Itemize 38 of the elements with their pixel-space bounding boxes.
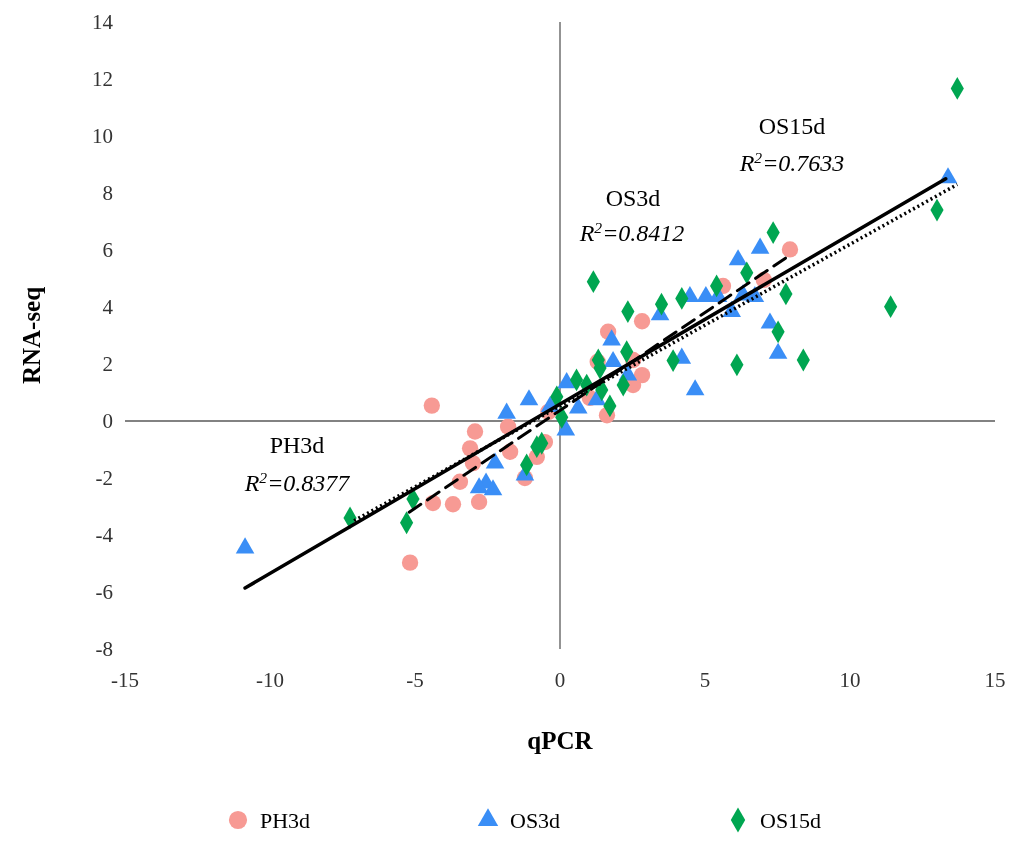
- x-tick-label: -15: [111, 668, 139, 692]
- x-tick-label: 5: [699, 668, 711, 692]
- y-tick-label: 8: [102, 181, 113, 206]
- annotation: OS15d: [758, 113, 826, 140]
- y-tick-label: -2: [95, 466, 113, 491]
- legend-label: OS15d: [760, 807, 822, 833]
- annotation: R$^{2}$=0.7633: [738, 148, 845, 177]
- y-tick-label: -4: [95, 523, 114, 548]
- point: [466, 423, 484, 440]
- legend-label: PH3d: [260, 807, 311, 833]
- legend-label: OS3d: [510, 807, 561, 833]
- y-tick-label: -6: [95, 580, 113, 605]
- y-tick-label: 14: [92, 10, 114, 35]
- x-tick-label: -10: [256, 668, 284, 692]
- point: [444, 496, 462, 513]
- x-tick-label: 0: [554, 668, 566, 692]
- annotation: PH3d: [269, 432, 325, 459]
- annotation: R$^{2}$=0.8412: [578, 218, 685, 247]
- x-tick-label: -5: [406, 668, 424, 692]
- y-tick-label: 4: [102, 295, 114, 320]
- point: [470, 493, 488, 511]
- x-tick-label: 15: [984, 668, 1006, 692]
- y-tick-label: 0: [102, 409, 113, 434]
- y-tick-label: -8: [95, 637, 113, 662]
- annotation: R$^{2}$=0.8377: [243, 468, 351, 497]
- point: [633, 366, 651, 384]
- x-axis-title: qPCR: [527, 727, 594, 754]
- annotation: OS3d: [605, 185, 661, 212]
- y-axis-title: RNA-seq: [18, 286, 45, 385]
- y-tick-label: 10: [92, 124, 113, 149]
- y-tick-label: 12: [92, 67, 113, 92]
- point: [401, 554, 419, 571]
- point: [423, 397, 440, 414]
- y-tick-label: 2: [102, 352, 113, 377]
- y-tick-label: 6: [102, 238, 113, 263]
- point: [781, 241, 799, 258]
- x-tick-label: 10: [839, 668, 861, 692]
- point: [633, 313, 651, 330]
